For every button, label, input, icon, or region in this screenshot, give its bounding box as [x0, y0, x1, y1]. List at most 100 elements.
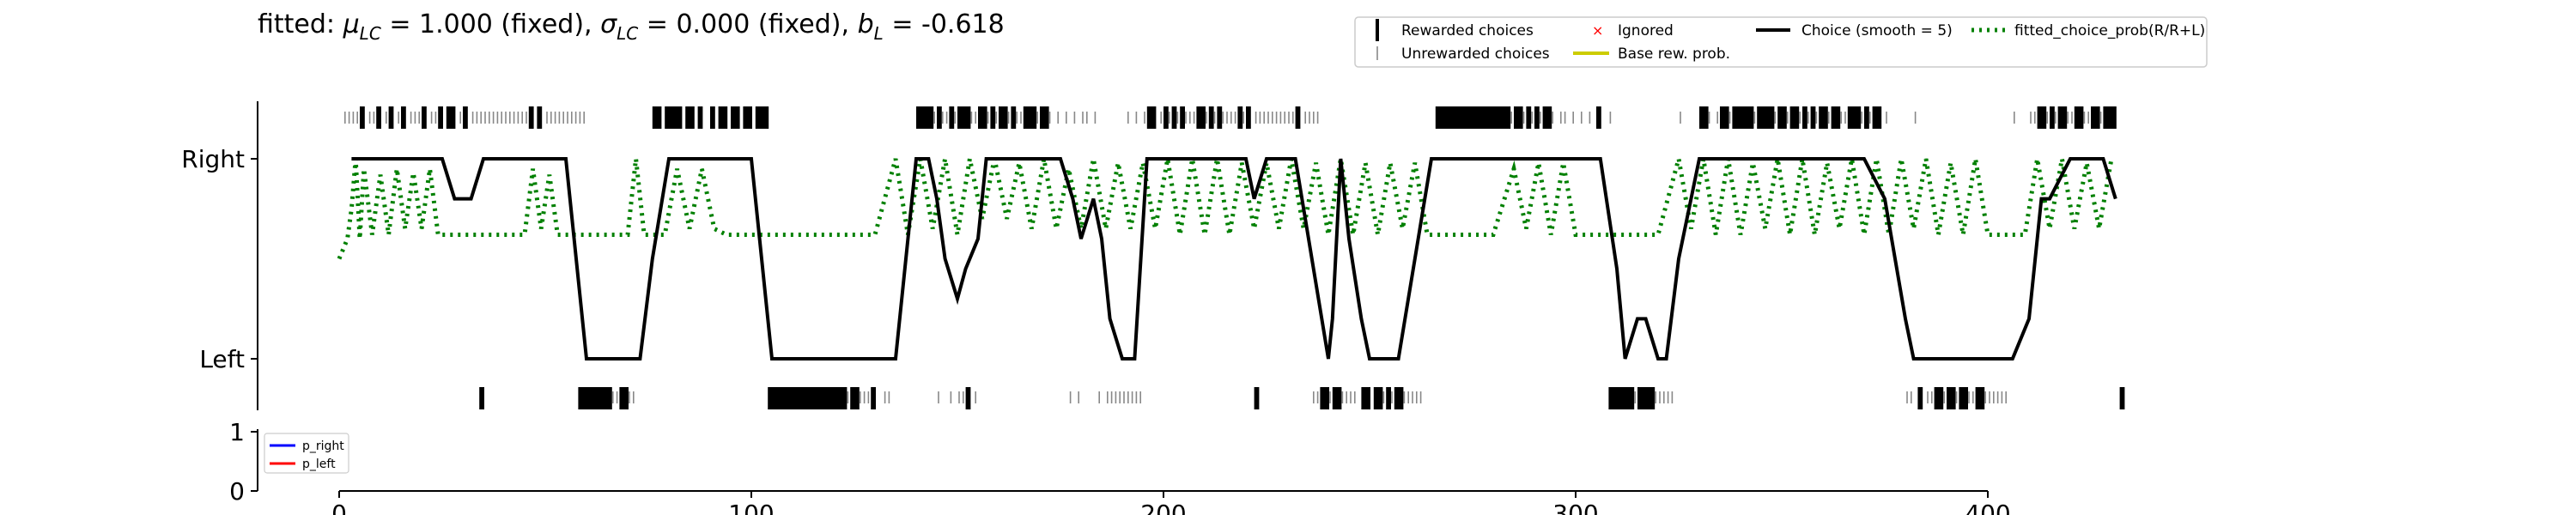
rewarded-right-mark — [677, 106, 683, 129]
title-symbol: σ — [600, 9, 617, 39]
rewarded-right-mark — [1823, 106, 1828, 129]
rewarded-right-mark — [1876, 106, 1882, 129]
rewarded-left-mark — [603, 387, 608, 409]
rewarded-right-mark — [422, 106, 427, 129]
rewarded-right-mark — [1847, 106, 1853, 129]
rewarded-right-mark — [916, 106, 921, 129]
rewarded-right-mark — [1856, 106, 1862, 129]
p-x-tick-label: 0 — [331, 500, 347, 515]
choice-smooth-line — [351, 157, 2117, 360]
rewarded-right-mark — [1002, 106, 1008, 129]
rewarded-left-mark — [1934, 387, 1940, 409]
rewarded-right-mark — [961, 106, 967, 129]
rewarded-right-mark — [937, 106, 942, 129]
rewarded-right-mark — [747, 106, 752, 129]
p-x-tick-label: 400 — [1965, 500, 2010, 515]
rewarded-left-mark — [1386, 387, 1391, 409]
rewarded-right-mark — [1534, 106, 1540, 129]
p-x-ticks: 0 100 200 300 400 — [331, 491, 2011, 515]
rewarded-left-mark — [1938, 387, 1944, 409]
rewarded-right-mark — [2050, 106, 2055, 129]
legend-label: Unrewarded choices — [1401, 45, 1550, 63]
rewarded-left-mark — [796, 387, 802, 409]
rewarded-right-mark — [1542, 106, 1548, 129]
legend-item-unrewarded: Unrewarded choices — [1376, 45, 1550, 63]
rewarded-right-mark — [1489, 106, 1494, 129]
rewarded-left-mark — [965, 387, 971, 409]
rewarded-left-mark — [800, 387, 806, 409]
title-subscript: LC — [360, 23, 381, 44]
rewarded-left-mark — [821, 387, 827, 409]
p-legend-item: p_left — [270, 457, 336, 471]
legend-item-base: Base rew. prob. — [1573, 45, 1730, 63]
rewarded-right-mark — [1526, 106, 1532, 129]
rewarded-left-mark — [871, 387, 876, 409]
rewarded-left-mark — [829, 387, 835, 409]
legend-label: fitted_choice_prob(R/R+L) — [2014, 22, 2205, 39]
rewarded-right-mark — [1040, 106, 1045, 129]
rewarded-right-mark — [1493, 106, 1498, 129]
p-x-tick-label: 300 — [1552, 500, 1598, 515]
title-subscript: L — [874, 23, 884, 44]
choice-axes: Left Right — [181, 101, 2125, 410]
rewarded-right-mark — [1769, 106, 1775, 129]
legend-item-rewarded: Rewarded choices — [1376, 19, 1534, 41]
rewarded-left-mark — [594, 387, 600, 409]
rewarded-right-mark — [755, 106, 761, 129]
rewarded-right-mark — [924, 106, 930, 129]
rewarded-right-mark — [1761, 106, 1766, 129]
rewarded-right-mark — [1237, 106, 1243, 129]
rewarded-right-mark — [1435, 106, 1441, 129]
rewarded-left-mark — [1608, 387, 1614, 409]
title-subscript: LC — [617, 23, 638, 44]
title-prefix: fitted: — [258, 9, 343, 39]
rewarded-right-mark — [1789, 106, 1795, 129]
rewarded-left-mark — [1975, 387, 1981, 409]
legend-ignored-swatch: × — [1592, 22, 1603, 39]
rewarded-right-mark — [1043, 106, 1049, 129]
legend-item-choice: Choice (smooth = 5) — [1756, 22, 1953, 39]
rewarded-right-mark — [1480, 106, 1486, 129]
y-tick-label: Left — [199, 345, 245, 373]
rewarded-right-mark — [2037, 106, 2043, 129]
rewarded-right-mark — [999, 106, 1004, 129]
rewarded-right-mark — [722, 106, 728, 129]
rewarded-right-mark — [759, 106, 765, 129]
rewarded-right-mark — [2111, 106, 2117, 129]
rewarded-left-mark — [1365, 387, 1370, 409]
rewarded-right-mark — [718, 106, 724, 129]
rewarded-right-mark — [1448, 106, 1453, 129]
p-x-tick-label: 100 — [728, 500, 774, 515]
rewarded-right-mark — [1757, 106, 1762, 129]
rewarded-right-mark — [1171, 106, 1177, 129]
rewarded-right-mark — [981, 106, 987, 129]
rewarded-right-mark — [1027, 106, 1033, 129]
rewarded-right-mark — [697, 106, 703, 129]
rewarded-right-mark — [1505, 106, 1511, 129]
rewarded-right-mark — [2062, 106, 2068, 129]
rewarded-left-mark — [854, 387, 860, 409]
rewarded-right-mark — [920, 106, 926, 129]
choice-y-ticks: Left Right — [181, 145, 258, 373]
rewarded-right-mark — [1023, 106, 1029, 129]
rewarded-left-mark — [1979, 387, 1985, 409]
rewarded-left-mark — [1641, 387, 1647, 409]
rewarded-left-mark — [619, 387, 625, 409]
rewarded-right-mark — [1703, 106, 1709, 129]
rewarded-right-mark — [2057, 106, 2063, 129]
rewarded-right-mark — [1851, 106, 1857, 129]
p-x-tick-label: 200 — [1140, 500, 1186, 515]
rewarded-right-mark — [1723, 106, 1729, 129]
y-tick-label: Right — [181, 145, 245, 173]
rewarded-left-mark — [1625, 387, 1631, 409]
rewarded-right-mark — [1439, 106, 1445, 129]
rewarded-left-mark — [805, 387, 811, 409]
rewarded-right-mark — [1460, 106, 1466, 129]
rewarded-right-mark — [685, 106, 690, 129]
rewarded-left-mark — [1377, 387, 1383, 409]
rewarded-right-mark — [1295, 106, 1301, 129]
rewarded-right-mark — [1497, 106, 1503, 129]
title-value: = 1.000 (fixed), — [381, 9, 600, 39]
